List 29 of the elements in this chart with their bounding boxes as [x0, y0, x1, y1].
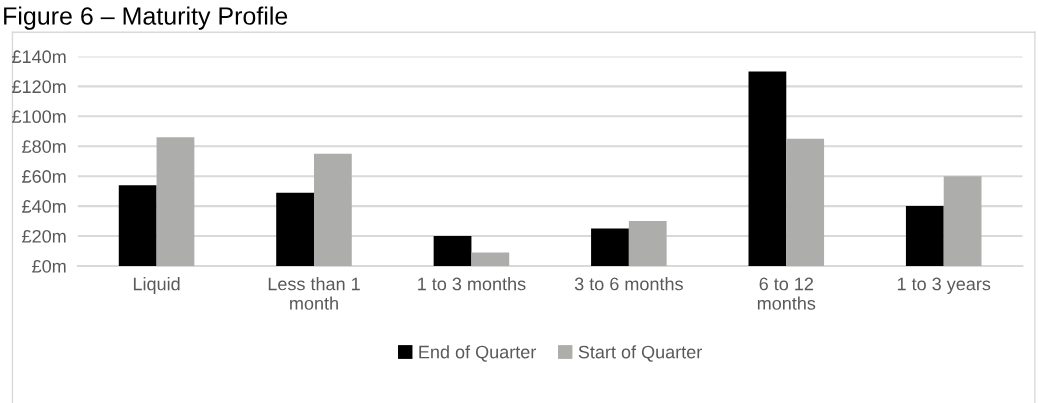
legend-label: End of Quarter [419, 345, 537, 362]
x-tick-label: 1 to 3 months [418, 277, 526, 291]
legend-label: Start of Quarter [578, 345, 702, 362]
bar [628, 221, 667, 266]
bar [905, 206, 944, 266]
chart-title: Figure 6 – Maturity Profile [4, 6, 288, 30]
bar [314, 153, 352, 266]
bar [156, 137, 195, 266]
x-tick-label: 1 to 3 years [897, 277, 991, 294]
x-tick-label: Less than 1 month [268, 277, 360, 310]
x-tick-label: Liquid [133, 277, 180, 294]
bar [786, 138, 825, 266]
bar [591, 228, 629, 266]
y-tick-label: £140m [12, 50, 66, 64]
x-tick-label: 3 to 6 months [574, 277, 683, 291]
y-tick-label: £0m [32, 259, 66, 273]
y-tick-label: £100m [12, 110, 66, 124]
bar [471, 252, 510, 266]
y-tick-label: £40m [22, 200, 66, 213]
x-tick-label: 6 to 12 months [757, 277, 816, 310]
bar [748, 71, 787, 266]
bar [276, 192, 314, 266]
y-tick-label: £80m [22, 140, 66, 153]
y-tick-label: £120m [12, 80, 66, 94]
y-tick-label: £20m [22, 229, 66, 243]
bar [943, 176, 982, 266]
bar [433, 236, 472, 266]
y-tick-label: £60m [22, 170, 66, 183]
bar [118, 185, 157, 266]
